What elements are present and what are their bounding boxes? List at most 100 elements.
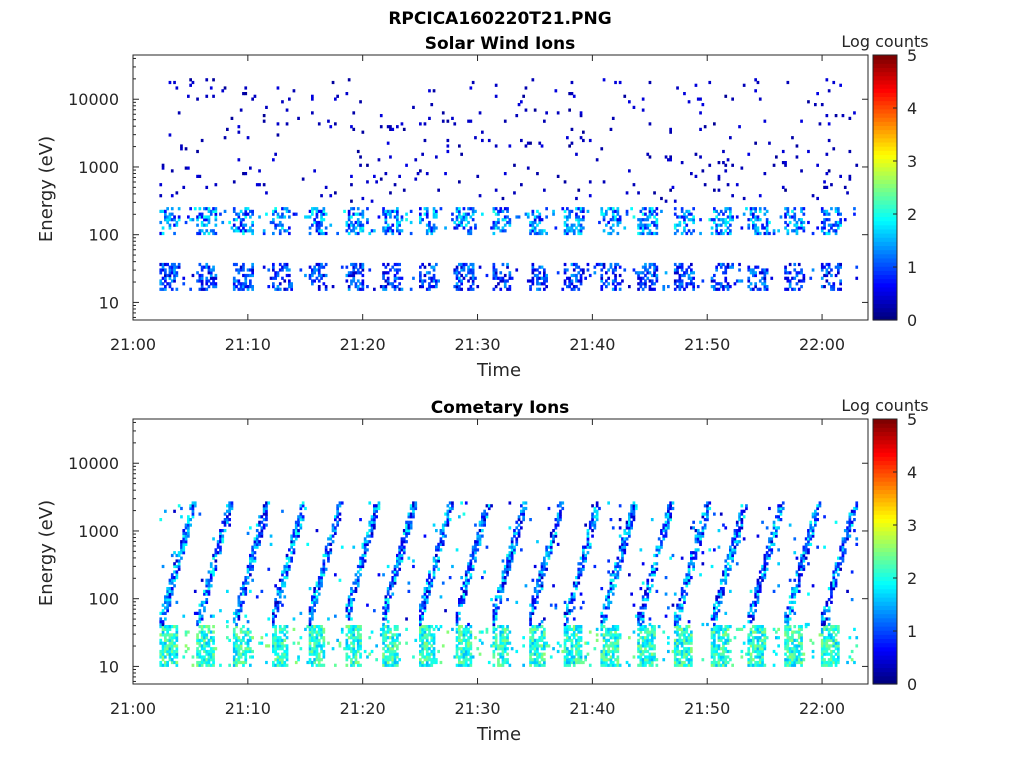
colorbar-segment: [873, 204, 897, 209]
data-cell: [311, 273, 314, 278]
data-cell: [366, 163, 369, 167]
data-cell: [474, 559, 477, 563]
data-cell: [398, 553, 401, 558]
data-cell: [600, 658, 604, 662]
data-cell: [724, 279, 728, 283]
data-cell: [464, 655, 468, 659]
data-cell: [832, 147, 836, 151]
data-cell: [336, 520, 339, 524]
data-cell: [823, 180, 826, 184]
data-cell: [731, 194, 734, 198]
data-cell: [687, 658, 691, 662]
data-cell: [251, 220, 254, 225]
data-cell: [177, 553, 181, 558]
data-cell: [356, 644, 360, 648]
data-cell: [653, 573, 656, 577]
data-cell: [543, 268, 546, 272]
data-cell: [853, 111, 856, 115]
data-cell: [396, 215, 399, 219]
data-cell: [543, 229, 546, 233]
data-cell: [455, 271, 459, 275]
data-cell: [536, 215, 539, 219]
colorbar-segment: [873, 88, 897, 93]
data-cell: [611, 647, 615, 651]
data-cell: [159, 641, 163, 645]
data-cell: [391, 660, 395, 665]
data-cell: [575, 641, 578, 645]
data-cell: [297, 534, 300, 538]
data-cell: [639, 617, 643, 621]
data-cell: [285, 625, 289, 629]
data-cell: [244, 229, 248, 233]
data-cell: [795, 229, 799, 233]
data-cell: [317, 231, 321, 236]
data-cell: [492, 617, 496, 621]
data-cell: [508, 641, 512, 645]
data-cell: [168, 603, 172, 607]
data-cell: [673, 262, 677, 267]
data-cell: [494, 83, 498, 87]
data-cell: [419, 633, 422, 637]
data-cell: [653, 262, 656, 267]
data-cell: [650, 209, 654, 213]
data-cell: [820, 265, 824, 269]
data-cell: [786, 229, 790, 233]
data-cell: [251, 578, 254, 582]
data-cell: [311, 647, 314, 651]
data-cell: [366, 540, 369, 544]
data-cell: [531, 226, 535, 230]
data-cell: [499, 636, 503, 640]
data-cell: [641, 641, 645, 645]
data-cell: [648, 231, 652, 236]
data-cell: [832, 223, 836, 227]
data-cell: [356, 630, 360, 634]
data-cell: [566, 276, 569, 280]
data-cell: [648, 644, 652, 648]
data-cell: [628, 515, 631, 519]
data-cell: [170, 647, 174, 651]
data-cell: [391, 638, 395, 642]
data-cell: [198, 638, 202, 642]
data-cell: [825, 279, 829, 283]
data-cell: [639, 649, 643, 654]
data-cell: [632, 215, 636, 219]
data-cell: [242, 273, 245, 278]
data-cell: [722, 271, 725, 275]
data-cell: [650, 567, 654, 571]
data-cell: [244, 209, 248, 213]
data-cell: [715, 265, 718, 269]
data-cell: [577, 641, 581, 645]
data-cell: [586, 534, 590, 538]
data-cell: [347, 627, 351, 631]
data-cell: [329, 223, 333, 227]
data-cell: [161, 633, 165, 637]
data-cell: [435, 226, 438, 230]
data-cell: [761, 271, 764, 275]
data-cell: [637, 620, 640, 624]
data-cell: [168, 598, 172, 602]
data-cell: [182, 282, 186, 286]
data-cell: [600, 660, 604, 665]
data-cell: [499, 279, 503, 283]
data-cell: [680, 641, 684, 645]
data-cell: [246, 567, 250, 571]
data-cell: [660, 545, 663, 549]
colorbar-label: Log counts: [841, 32, 928, 51]
data-cell: [253, 556, 257, 560]
data-cell: [485, 504, 489, 508]
data-cell: [285, 652, 289, 656]
data-cell: [758, 271, 762, 275]
data-cell: [255, 545, 259, 549]
data-cell: [566, 617, 569, 621]
data-cell: [274, 287, 277, 291]
data-cell: [246, 287, 250, 291]
data-cell: [508, 551, 512, 555]
data-cell: [187, 534, 190, 538]
data-cell: [423, 279, 427, 283]
data-cell: [572, 285, 576, 289]
data-cell: [536, 273, 539, 278]
data-cell: [469, 287, 473, 291]
data-cell: [446, 504, 450, 508]
data-cell: [572, 630, 576, 634]
data-cell: [758, 231, 762, 236]
